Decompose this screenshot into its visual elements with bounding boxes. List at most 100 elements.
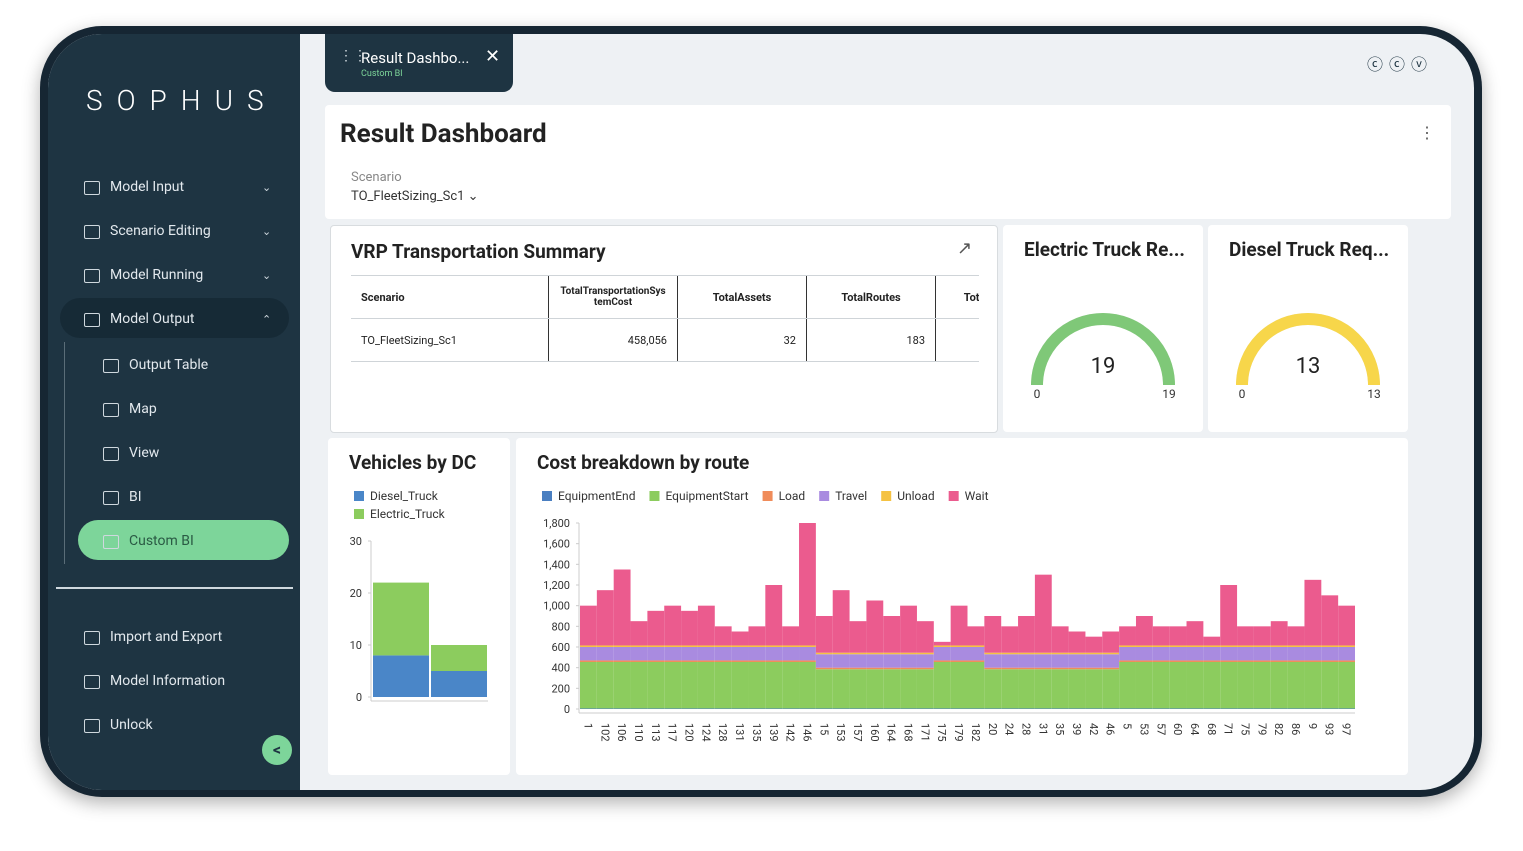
menu[interactable]: ⋮ (1419, 123, 1435, 142)
bar-segment (1034, 652, 1052, 655)
chart-title: Cost breakdown by route (537, 451, 749, 474)
nav-item[interactable]: Unlock (110, 717, 153, 733)
y-tick-label: 1,200 (543, 579, 570, 592)
legend-label: EquipmentEnd (558, 489, 635, 503)
legend-swatch (881, 491, 892, 501)
nav-subitem[interactable]: View (129, 445, 160, 461)
bar-segment (1253, 645, 1271, 647)
bar-segment (1304, 708, 1322, 709)
x-tick-label: 24 (1003, 723, 1016, 735)
bar-segment (1321, 660, 1339, 662)
tab[interactable]: ⋮⋮ Result Dashbo... Custom BI ✕ (325, 34, 513, 92)
x-tick-label: 42 (1087, 723, 1100, 735)
bar-segment (1338, 660, 1355, 662)
bar-segment (782, 708, 800, 709)
bar-segment (1321, 708, 1339, 709)
bar-segment (1287, 626, 1305, 646)
bar-segment (1085, 669, 1103, 709)
nav-item[interactable]: Scenario Editing (110, 223, 211, 239)
tab-close[interactable]: ✕ (485, 46, 501, 67)
bar-segment (697, 647, 715, 661)
bar-segment (900, 605, 917, 653)
x-tick-label: 71 (1222, 723, 1235, 735)
bar-segment (630, 621, 648, 646)
bar-segment (1119, 660, 1136, 662)
column-header[interactable]: Scenario (351, 275, 549, 319)
nav-subitem[interactable]: Map (129, 401, 157, 417)
x-tick-label: 113 (649, 723, 662, 742)
divider (56, 587, 293, 589)
bar-segment (1135, 708, 1153, 709)
bar-segment (748, 708, 766, 709)
y-tick-label: 0 (564, 703, 570, 716)
nav-subitem[interactable]: Output Table (129, 357, 209, 373)
nav-item[interactable]: Model Output (110, 311, 195, 327)
bar-segment (832, 654, 850, 668)
x-tick-label: 60 (1171, 723, 1184, 735)
table-cell: 183 (806, 318, 936, 362)
scenario-select[interactable]: TO_FleetSizing_Sc1 ⌄ (351, 189, 479, 204)
nav-icon (84, 225, 100, 239)
bar-segment (883, 616, 901, 653)
bar-segment (900, 654, 917, 668)
bar-segment (1203, 661, 1221, 709)
bar-segment (1270, 645, 1288, 647)
x-tick-label: 106 (615, 723, 628, 742)
bar-segment (950, 661, 968, 709)
bar-segment (849, 669, 867, 709)
bar-segment (1287, 645, 1305, 647)
bar-segment (613, 647, 631, 661)
bar-segment (731, 661, 749, 709)
x-tick-label: 168 (902, 723, 915, 742)
bar-segment (1018, 652, 1035, 655)
bar-segment (799, 708, 816, 709)
bar-segment (613, 661, 631, 709)
bar-segment (664, 645, 682, 647)
nav-item[interactable]: Model Information (110, 673, 226, 689)
bar-segment (916, 667, 934, 670)
bar-segment (1034, 708, 1052, 709)
x-tick-label: 39 (1070, 723, 1083, 735)
nav-buttons[interactable]: ⓒⓒⓥ (1367, 55, 1434, 74)
bar-segment (1102, 667, 1120, 670)
column-header[interactable]: TotalAssets (677, 275, 807, 319)
column-header[interactable]: TotalTransportationSystemCost (548, 275, 678, 319)
nav-item[interactable]: Import and Export (110, 629, 223, 645)
bar-segment (647, 708, 665, 709)
active-group (60, 298, 289, 338)
nav-icon (84, 675, 100, 689)
nav-subitem[interactable]: BI (129, 489, 142, 505)
bar-segment (647, 645, 665, 647)
bar-segment (984, 616, 1002, 653)
nav-icon (84, 631, 100, 645)
bar-segment (714, 708, 732, 709)
bar-segment (1085, 652, 1103, 655)
collapse-button[interactable]: < (262, 735, 292, 765)
column-header[interactable]: Total (935, 275, 979, 319)
selected-item[interactable] (78, 520, 289, 560)
bar-segment (1304, 660, 1322, 662)
bar-segment (580, 645, 597, 647)
chart-card: Vehicles by DC Diesel_Truck Electric_Truck… (328, 438, 510, 775)
bar-segment (1270, 621, 1288, 646)
bar-segment (1051, 708, 1069, 709)
bar-segment (596, 708, 614, 709)
expand[interactable]: ↗ (957, 238, 973, 259)
x-tick-label: 131 (733, 723, 746, 742)
bar-segment (580, 605, 597, 646)
bar-segment (596, 590, 614, 646)
bar-segment (782, 661, 800, 709)
bar-segment (1338, 708, 1355, 709)
nav-item[interactable]: Model Running (110, 267, 204, 283)
column-header[interactable]: TotalRoutes (806, 275, 936, 319)
bar-segment (1135, 661, 1153, 709)
bar-segment (431, 671, 487, 697)
bar-segment (596, 647, 614, 661)
bar-segment (1051, 667, 1069, 670)
nav-item[interactable]: Model Input (110, 179, 185, 195)
nav-subitem[interactable]: Custom BI (129, 533, 194, 549)
bar-segment (664, 605, 682, 646)
bar-segment (731, 645, 749, 647)
bar-segment (664, 661, 682, 709)
bar-segment (1338, 605, 1355, 646)
